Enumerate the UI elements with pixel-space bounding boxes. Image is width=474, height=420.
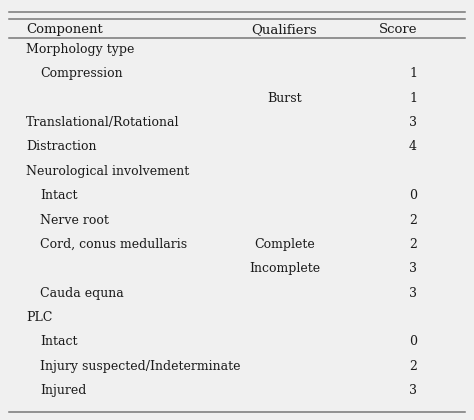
Text: Compression: Compression xyxy=(40,68,123,80)
Text: 0: 0 xyxy=(409,189,417,202)
Text: 2: 2 xyxy=(409,360,417,373)
Text: Complete: Complete xyxy=(254,238,315,251)
Text: Score: Score xyxy=(379,23,417,36)
Text: Burst: Burst xyxy=(267,92,302,105)
Text: Qualifiers: Qualifiers xyxy=(252,23,317,36)
Text: 3: 3 xyxy=(409,262,417,275)
Text: Morphology type: Morphology type xyxy=(26,43,135,56)
Text: 2: 2 xyxy=(409,214,417,226)
Text: Component: Component xyxy=(26,23,103,36)
Text: Intact: Intact xyxy=(40,189,78,202)
Text: 3: 3 xyxy=(409,287,417,299)
Text: Injury suspected/Indeterminate: Injury suspected/Indeterminate xyxy=(40,360,241,373)
Text: Translational/Rotational: Translational/Rotational xyxy=(26,116,180,129)
Text: PLC: PLC xyxy=(26,311,53,324)
Text: Distraction: Distraction xyxy=(26,141,97,153)
Text: Neurological involvement: Neurological involvement xyxy=(26,165,189,178)
Text: 2: 2 xyxy=(409,238,417,251)
Text: 3: 3 xyxy=(409,384,417,397)
Text: 4: 4 xyxy=(409,141,417,153)
Text: Intact: Intact xyxy=(40,336,78,348)
Text: 0: 0 xyxy=(409,336,417,348)
Text: Nerve root: Nerve root xyxy=(40,214,109,226)
Text: Cauda equna: Cauda equna xyxy=(40,287,124,299)
Text: Cord, conus medullaris: Cord, conus medullaris xyxy=(40,238,187,251)
Text: Injured: Injured xyxy=(40,384,87,397)
Text: Incomplete: Incomplete xyxy=(249,262,320,275)
Text: 3: 3 xyxy=(409,116,417,129)
Text: 1: 1 xyxy=(409,92,417,105)
Text: 1: 1 xyxy=(409,68,417,80)
